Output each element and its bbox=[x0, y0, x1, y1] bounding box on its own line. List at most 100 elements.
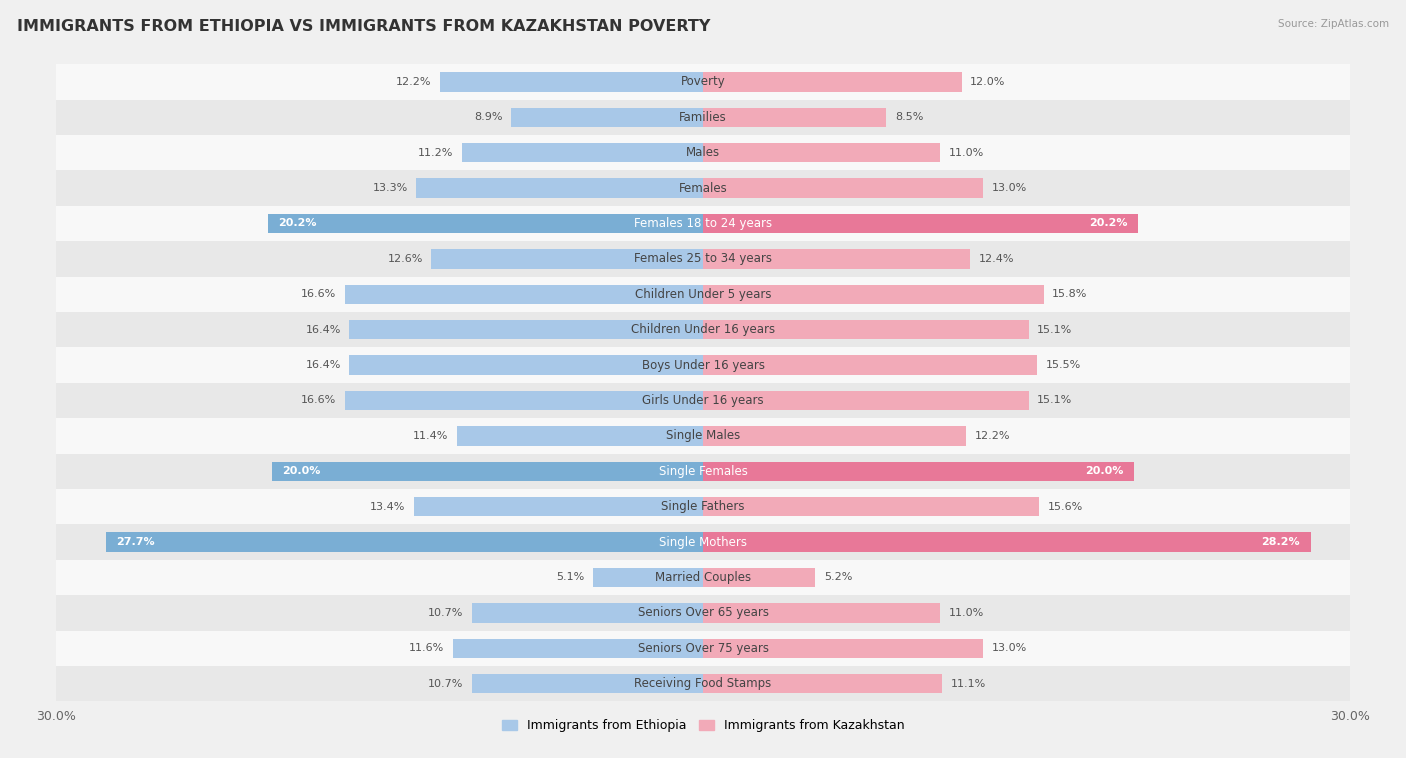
Bar bbox=[703, 214, 1139, 233]
Text: 15.8%: 15.8% bbox=[1052, 290, 1088, 299]
Bar bbox=[56, 312, 1350, 347]
Bar bbox=[461, 143, 703, 162]
Bar bbox=[271, 462, 703, 481]
Bar bbox=[56, 489, 1350, 525]
Text: Single Fathers: Single Fathers bbox=[661, 500, 745, 513]
Bar bbox=[416, 178, 703, 198]
Text: 10.7%: 10.7% bbox=[429, 608, 464, 618]
Text: 20.0%: 20.0% bbox=[1085, 466, 1123, 476]
Text: 13.0%: 13.0% bbox=[991, 183, 1028, 193]
Text: 11.1%: 11.1% bbox=[950, 678, 986, 689]
Bar bbox=[703, 108, 886, 127]
Bar bbox=[472, 674, 703, 694]
Bar bbox=[267, 214, 703, 233]
Bar bbox=[56, 99, 1350, 135]
Text: Females 18 to 24 years: Females 18 to 24 years bbox=[634, 217, 772, 230]
Bar bbox=[350, 356, 703, 374]
Text: 12.0%: 12.0% bbox=[970, 77, 1005, 87]
Text: Females 25 to 34 years: Females 25 to 34 years bbox=[634, 252, 772, 265]
Bar bbox=[56, 135, 1350, 171]
Bar bbox=[703, 356, 1038, 374]
Bar bbox=[703, 320, 1029, 340]
Bar bbox=[56, 560, 1350, 595]
Bar bbox=[703, 568, 815, 587]
Bar bbox=[56, 205, 1350, 241]
Text: 12.2%: 12.2% bbox=[396, 77, 432, 87]
Text: Receiving Food Stamps: Receiving Food Stamps bbox=[634, 677, 772, 691]
Bar bbox=[703, 674, 942, 694]
Bar bbox=[56, 277, 1350, 312]
Bar bbox=[56, 525, 1350, 560]
Bar bbox=[703, 143, 941, 162]
Text: 15.1%: 15.1% bbox=[1038, 396, 1073, 406]
Text: 5.1%: 5.1% bbox=[557, 572, 585, 582]
Bar bbox=[56, 595, 1350, 631]
Legend: Immigrants from Ethiopia, Immigrants from Kazakhstan: Immigrants from Ethiopia, Immigrants fro… bbox=[496, 714, 910, 738]
Text: 27.7%: 27.7% bbox=[117, 537, 155, 547]
Text: Boys Under 16 years: Boys Under 16 years bbox=[641, 359, 765, 371]
Bar bbox=[703, 284, 1043, 304]
Bar bbox=[56, 171, 1350, 205]
Text: Source: ZipAtlas.com: Source: ZipAtlas.com bbox=[1278, 19, 1389, 29]
Text: 15.5%: 15.5% bbox=[1046, 360, 1081, 370]
Bar bbox=[472, 603, 703, 622]
Text: Single Males: Single Males bbox=[666, 429, 740, 443]
Bar bbox=[703, 178, 983, 198]
Bar bbox=[432, 249, 703, 268]
Text: 20.2%: 20.2% bbox=[1090, 218, 1128, 228]
Text: 12.2%: 12.2% bbox=[974, 431, 1010, 441]
Text: 8.5%: 8.5% bbox=[894, 112, 924, 122]
Bar bbox=[440, 72, 703, 92]
Text: 16.4%: 16.4% bbox=[305, 324, 340, 335]
Bar bbox=[703, 603, 941, 622]
Bar bbox=[56, 453, 1350, 489]
Text: Girls Under 16 years: Girls Under 16 years bbox=[643, 394, 763, 407]
Bar bbox=[56, 64, 1350, 99]
Text: Children Under 5 years: Children Under 5 years bbox=[634, 288, 772, 301]
Text: Poverty: Poverty bbox=[681, 75, 725, 89]
Text: Children Under 16 years: Children Under 16 years bbox=[631, 323, 775, 337]
Text: 15.1%: 15.1% bbox=[1038, 324, 1073, 335]
Bar bbox=[344, 284, 703, 304]
Text: 11.0%: 11.0% bbox=[949, 148, 984, 158]
Text: 20.2%: 20.2% bbox=[278, 218, 316, 228]
Text: Single Females: Single Females bbox=[658, 465, 748, 478]
Text: Families: Families bbox=[679, 111, 727, 124]
Text: 13.3%: 13.3% bbox=[373, 183, 408, 193]
Bar bbox=[703, 391, 1029, 410]
Text: 13.0%: 13.0% bbox=[991, 644, 1028, 653]
Text: 28.2%: 28.2% bbox=[1261, 537, 1301, 547]
Text: 12.6%: 12.6% bbox=[388, 254, 423, 264]
Bar bbox=[703, 532, 1310, 552]
Text: Females: Females bbox=[679, 182, 727, 195]
Bar bbox=[56, 666, 1350, 701]
Bar bbox=[56, 631, 1350, 666]
Text: 5.2%: 5.2% bbox=[824, 572, 852, 582]
Bar bbox=[453, 638, 703, 658]
Bar bbox=[350, 320, 703, 340]
Text: 16.6%: 16.6% bbox=[301, 290, 336, 299]
Bar bbox=[703, 497, 1039, 516]
Text: 11.2%: 11.2% bbox=[418, 148, 453, 158]
Text: 15.6%: 15.6% bbox=[1047, 502, 1083, 512]
Bar bbox=[703, 249, 970, 268]
Bar bbox=[703, 72, 962, 92]
Text: 20.0%: 20.0% bbox=[283, 466, 321, 476]
Text: Seniors Over 75 years: Seniors Over 75 years bbox=[637, 642, 769, 655]
Bar bbox=[344, 391, 703, 410]
Text: 8.9%: 8.9% bbox=[474, 112, 502, 122]
Bar bbox=[56, 383, 1350, 418]
Bar bbox=[415, 497, 703, 516]
Bar bbox=[56, 241, 1350, 277]
Text: 13.4%: 13.4% bbox=[370, 502, 405, 512]
Text: 12.4%: 12.4% bbox=[979, 254, 1015, 264]
Text: Single Mothers: Single Mothers bbox=[659, 536, 747, 549]
Text: Married Couples: Married Couples bbox=[655, 571, 751, 584]
Bar bbox=[593, 568, 703, 587]
Text: Males: Males bbox=[686, 146, 720, 159]
Bar bbox=[703, 462, 1135, 481]
Text: 11.0%: 11.0% bbox=[949, 608, 984, 618]
Text: 10.7%: 10.7% bbox=[429, 678, 464, 689]
Bar bbox=[703, 426, 966, 446]
Text: IMMIGRANTS FROM ETHIOPIA VS IMMIGRANTS FROM KAZAKHSTAN POVERTY: IMMIGRANTS FROM ETHIOPIA VS IMMIGRANTS F… bbox=[17, 19, 710, 34]
